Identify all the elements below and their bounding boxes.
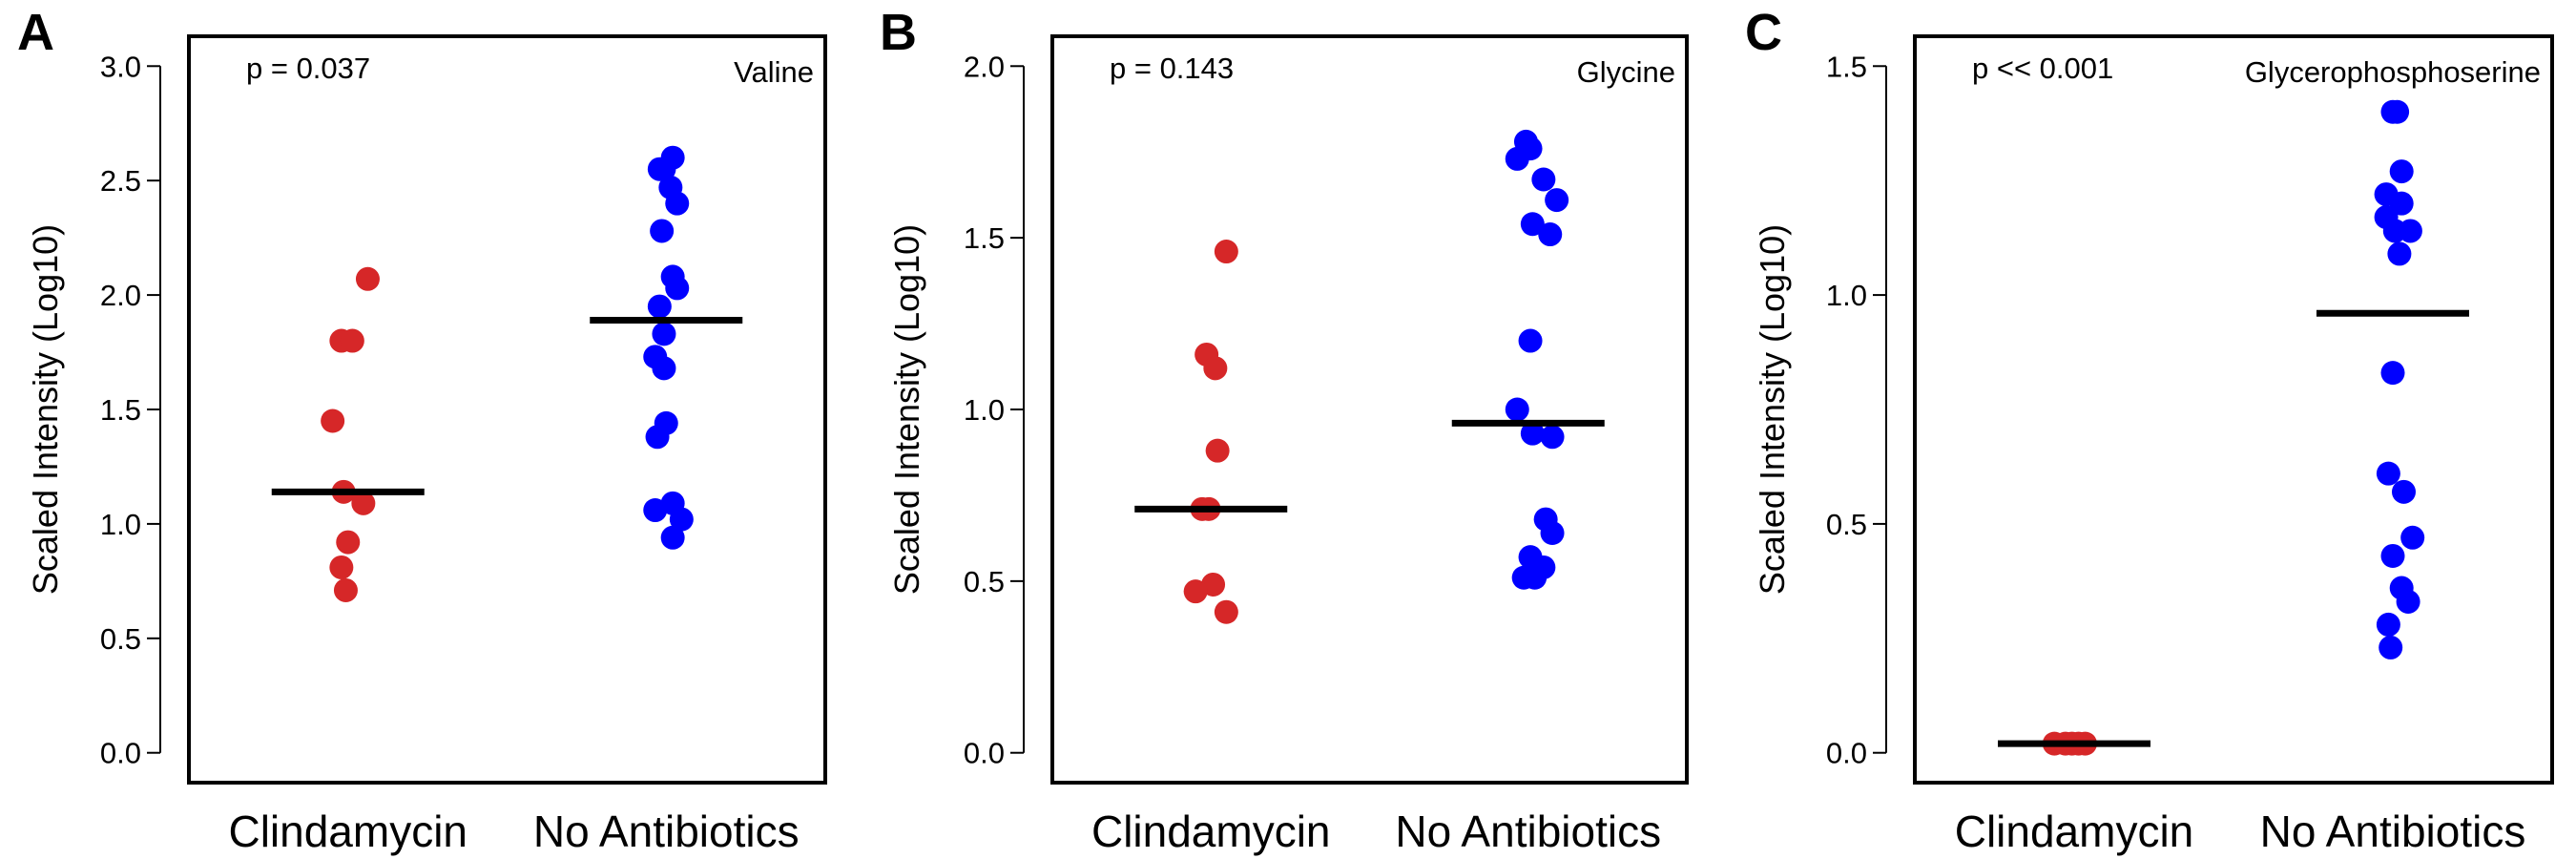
- x-category-label: Clindamycin: [228, 807, 467, 856]
- series-clindamycin: [1998, 731, 2150, 756]
- data-point: [2389, 159, 2414, 184]
- y-tick-label: 0.5: [964, 565, 1005, 598]
- data-point: [652, 356, 676, 381]
- y-tick-label: 0.5: [1826, 508, 1867, 541]
- data-point: [1505, 397, 1529, 422]
- data-point: [1540, 520, 1565, 545]
- y-tick-label: 0.0: [1826, 737, 1867, 770]
- data-point: [2376, 461, 2400, 486]
- y-tick-label: 2.0: [100, 279, 141, 312]
- data-point: [650, 219, 675, 243]
- data-point: [2387, 241, 2412, 266]
- p-value-label: p = 0.037: [246, 52, 370, 85]
- x-category-label: Clindamycin: [1955, 807, 2194, 856]
- y-tick-label: 3.0: [100, 50, 141, 83]
- p-value-label: p << 0.001: [1972, 52, 2113, 85]
- x-category-label: No Antibiotics: [533, 807, 800, 856]
- data-point: [647, 294, 672, 319]
- p-value-label: p = 0.143: [1110, 52, 1234, 85]
- data-point: [340, 328, 364, 353]
- metabolite-title: Glycerophosphoserine: [2245, 55, 2541, 89]
- x-category-label: No Antibiotics: [2260, 807, 2526, 856]
- data-point: [1205, 438, 1230, 463]
- data-point: [329, 555, 354, 579]
- data-point: [2380, 543, 2405, 568]
- panel-b: B 0.0 0.5 1.0 1.5 2.0 Scaled Intensity (Log10)…: [880, 4, 1689, 856]
- data-point: [643, 498, 668, 523]
- data-point: [1531, 167, 1556, 192]
- y-tick-label: 1.0: [100, 508, 141, 541]
- data-point: [1203, 356, 1228, 381]
- data-point: [321, 409, 345, 433]
- series-no-antibiotics: [2316, 99, 2469, 660]
- plot-frame: [187, 34, 827, 785]
- data-point: [1538, 222, 1563, 247]
- y-axis-label: Scaled Intensity (Log10): [26, 224, 65, 595]
- data-point: [2400, 525, 2425, 550]
- y-tick-label: 0.0: [964, 737, 1005, 770]
- data-point: [1214, 599, 1238, 624]
- data-point: [645, 425, 670, 450]
- data-point: [2398, 219, 2422, 243]
- data-point: [665, 191, 690, 216]
- data-point: [2385, 99, 2410, 124]
- series-clindamycin: [1134, 240, 1288, 624]
- data-point: [652, 322, 676, 346]
- data-point: [2389, 191, 2414, 216]
- data-point: [336, 530, 361, 555]
- panel-letter: B: [880, 4, 917, 61]
- y-tick-label: 0.5: [100, 622, 141, 656]
- series-clindamycin: [271, 266, 425, 602]
- data-point: [1518, 328, 1543, 353]
- series-no-antibiotics: [1451, 129, 1605, 590]
- data-point: [1523, 565, 1548, 590]
- y-tick-label: 2.0: [964, 50, 1005, 83]
- data-point: [652, 157, 676, 181]
- y-tick-label: 2.5: [100, 164, 141, 198]
- data-point: [2380, 361, 2405, 386]
- plot-frame: [1050, 34, 1689, 785]
- panel-letter: A: [17, 4, 54, 61]
- series-no-antibiotics: [590, 145, 743, 550]
- data-point: [2379, 635, 2403, 660]
- metabolite-title: Glycine: [1577, 55, 1675, 89]
- y-tick-label: 0.0: [100, 737, 141, 770]
- data-point: [665, 276, 690, 301]
- data-point: [1214, 240, 1238, 264]
- metabolite-title: Valine: [734, 55, 814, 89]
- data-point: [1505, 146, 1529, 171]
- data-point: [1520, 212, 1545, 237]
- y-axis-label: Scaled Intensity (Log10): [1753, 224, 1792, 595]
- y-tick-label: 1.0: [1826, 279, 1867, 312]
- y-tick-label: 1.5: [964, 221, 1005, 255]
- x-category-label: Clindamycin: [1091, 807, 1331, 856]
- data-point: [2376, 612, 2400, 637]
- y-tick-label: 1.5: [1826, 50, 1867, 83]
- data-point: [333, 577, 358, 602]
- plot-frame: [1913, 34, 2554, 785]
- y-axis-label: Scaled Intensity (Log10): [887, 224, 926, 595]
- panel-a: A 0.0 0.5 1.0 1.5 2.0 2.5 3.0 Scaled Intensity (…: [17, 4, 827, 856]
- panel-letter: C: [1745, 4, 1782, 61]
- data-point: [2396, 589, 2420, 614]
- data-point: [2392, 479, 2416, 504]
- x-category-label: No Antibiotics: [1395, 807, 1661, 856]
- data-point: [351, 491, 376, 515]
- y-tick-label: 1.5: [100, 393, 141, 427]
- y-tick-label: 1.0: [964, 393, 1005, 427]
- data-point: [669, 507, 694, 532]
- panel-c: C 0.0 0.5 1.0 1.5 Scaled Intensity (Log10) p <…: [1745, 4, 2554, 856]
- data-point: [1520, 421, 1545, 446]
- data-point: [1540, 425, 1565, 450]
- data-point: [1183, 579, 1208, 604]
- data-point: [1545, 188, 1569, 213]
- data-point: [660, 525, 685, 550]
- data-point: [355, 266, 380, 291]
